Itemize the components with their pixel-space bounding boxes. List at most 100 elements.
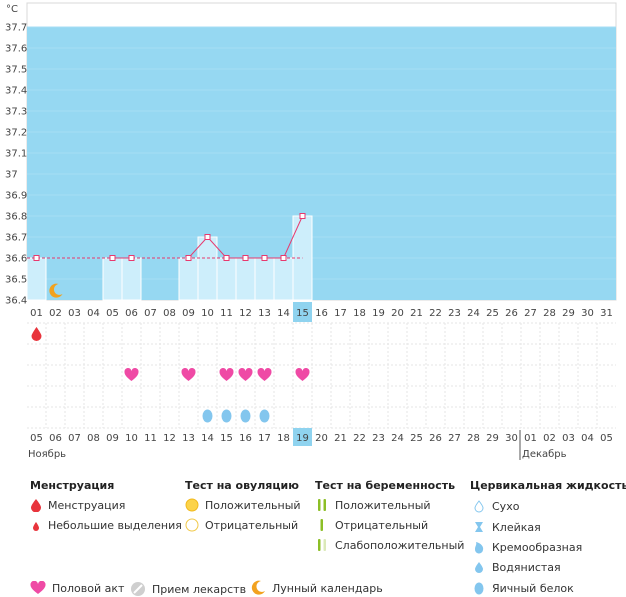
calendar-date-label: 26 [429, 433, 442, 444]
temperature-point [128, 255, 135, 261]
month-label-left: Ноябрь [28, 449, 66, 460]
cycle-day-label: 19 [372, 308, 385, 319]
y-tick-label: 37.6 [5, 44, 27, 55]
calendar-date-label: 29 [486, 433, 499, 444]
cycle-day-label: 31 [600, 308, 613, 319]
cycle-day-label: 13 [258, 308, 271, 319]
legend-pregnancy-faint-label: Слабоположительный [335, 538, 465, 552]
moon-icon [251, 580, 265, 595]
calendar-date-label: 01 [524, 433, 537, 444]
stripe-faint-icon [318, 539, 326, 551]
legend-cervical-sticky-label: Клейкая [492, 520, 541, 534]
temperature-bar [197, 236, 218, 301]
calendar-date-label: 07 [68, 433, 81, 444]
menstruation-drop [31, 327, 42, 342]
temperature-point [299, 213, 306, 219]
temperature-line [188, 236, 208, 259]
legend-ovulation-positive: Положительный [185, 498, 301, 512]
y-tick-label: 36.5 [5, 275, 27, 286]
creamy-icon [474, 542, 484, 554]
legend-cervical-eggwhite: Яичный белок [472, 581, 574, 595]
legend-lunar-label: Лунный календарь [272, 581, 383, 595]
temperature-point [261, 255, 268, 261]
cycle-day-label: 30 [581, 308, 594, 319]
calendar-date-label: 30 [505, 433, 518, 444]
intercourse-heart [295, 367, 310, 381]
calendar-date-label: 13 [182, 433, 195, 444]
y-tick-label: 37.3 [5, 107, 27, 118]
legend-intercourse: Половой акт [30, 581, 124, 595]
temperature-bar [235, 257, 256, 301]
temperature-point [109, 255, 116, 261]
calendar-date-label: 11 [144, 433, 157, 444]
calendar-date-label: 12 [163, 433, 176, 444]
calendar-date-label: 20 [315, 433, 328, 444]
stripe-single-icon [320, 519, 323, 531]
cycle-day-label: 17 [334, 308, 347, 319]
month-label-right: Декабрь [522, 449, 567, 460]
temperature-bar [178, 257, 199, 301]
cycle-day-label: 27 [524, 308, 537, 319]
cycle-day-label: 21 [410, 308, 423, 319]
y-tick-label: 36.7 [5, 233, 27, 244]
temperature-bar [273, 257, 294, 301]
y-tick-label: 37.7 [5, 23, 27, 34]
egg-white-mark [259, 409, 270, 423]
y-tick-label: 37.2 [5, 128, 27, 139]
calendar-date-label: 24 [391, 433, 404, 444]
cycle-day-label: 12 [239, 308, 252, 319]
legend-medication: Прием лекарств [130, 581, 246, 597]
temperature-bar [26, 257, 47, 301]
legend-title-cervical: Цервикальная жидкость [470, 479, 626, 492]
calendar-date-label: 23 [372, 433, 385, 444]
circle-empty-icon [185, 518, 199, 532]
legend-pregnancy-positive-label: Положительный [335, 498, 431, 512]
temperature-line [207, 236, 227, 259]
y-tick-label: 37.4 [5, 86, 27, 97]
small-drop-icon [33, 522, 39, 531]
stripe-double-icon [318, 499, 326, 511]
legend-title-menstruation: Менструация [30, 479, 115, 492]
cycle-day-label: 22 [429, 308, 442, 319]
y-tick-label: 37.5 [5, 65, 27, 76]
cycle-day-label: 07 [144, 308, 157, 319]
calendar-date-label: 08 [87, 433, 100, 444]
calendar-date-label: 05 [30, 433, 43, 444]
cycle-day-label: 25 [486, 308, 499, 319]
calendar-date-label: 21 [334, 433, 347, 444]
legend-cervical-eggwhite-label: Яичный белок [492, 581, 574, 595]
intercourse-heart [124, 367, 139, 381]
cycle-day-label: 29 [562, 308, 575, 319]
today-highlight [293, 302, 312, 322]
temperature-point [185, 255, 192, 261]
cycle-day-label: 26 [505, 308, 518, 319]
cycle-day-label: 09 [182, 308, 195, 319]
cycle-day-label: 10 [201, 308, 214, 319]
intercourse-heart [257, 367, 272, 381]
cycle-day-label: 05 [106, 308, 119, 319]
cycle-day-label: 18 [353, 308, 366, 319]
legend-pregnancy-positive: Положительный [315, 498, 431, 512]
y-tick-label: 36.6 [5, 254, 27, 265]
y-tick-label: 37.1 [5, 149, 27, 160]
legend-cervical-creamy-label: Кремообразная [492, 540, 583, 554]
cycle-day-label: 11 [220, 308, 233, 319]
cycle-day-label: 06 [125, 308, 138, 319]
calendar-date-label: 10 [125, 433, 138, 444]
legend-title-ovulation: Тест на овуляцию [185, 479, 299, 492]
cycle-day-label: 15 [296, 308, 309, 319]
cycle-day-label: 02 [49, 308, 62, 319]
legend-menstruation: Менструация [30, 498, 125, 512]
temperature-point [33, 255, 40, 261]
calendar-date-label: 22 [353, 433, 366, 444]
legend-ovulation-negative: Отрицательный [185, 518, 298, 532]
legend-spotting-label: Небольшие выделения [48, 518, 182, 532]
legend-spotting: Небольшие выделения [30, 518, 182, 532]
legend-ovulation-positive-label: Положительный [205, 498, 301, 512]
temperature-plot-area [27, 27, 616, 300]
heart-icon [30, 581, 46, 594]
legend-cervical-sticky: Клейкая [472, 520, 541, 534]
calendar-date-label: 17 [258, 433, 271, 444]
circle-filled-icon [185, 498, 199, 512]
egg-white-mark [240, 409, 251, 423]
